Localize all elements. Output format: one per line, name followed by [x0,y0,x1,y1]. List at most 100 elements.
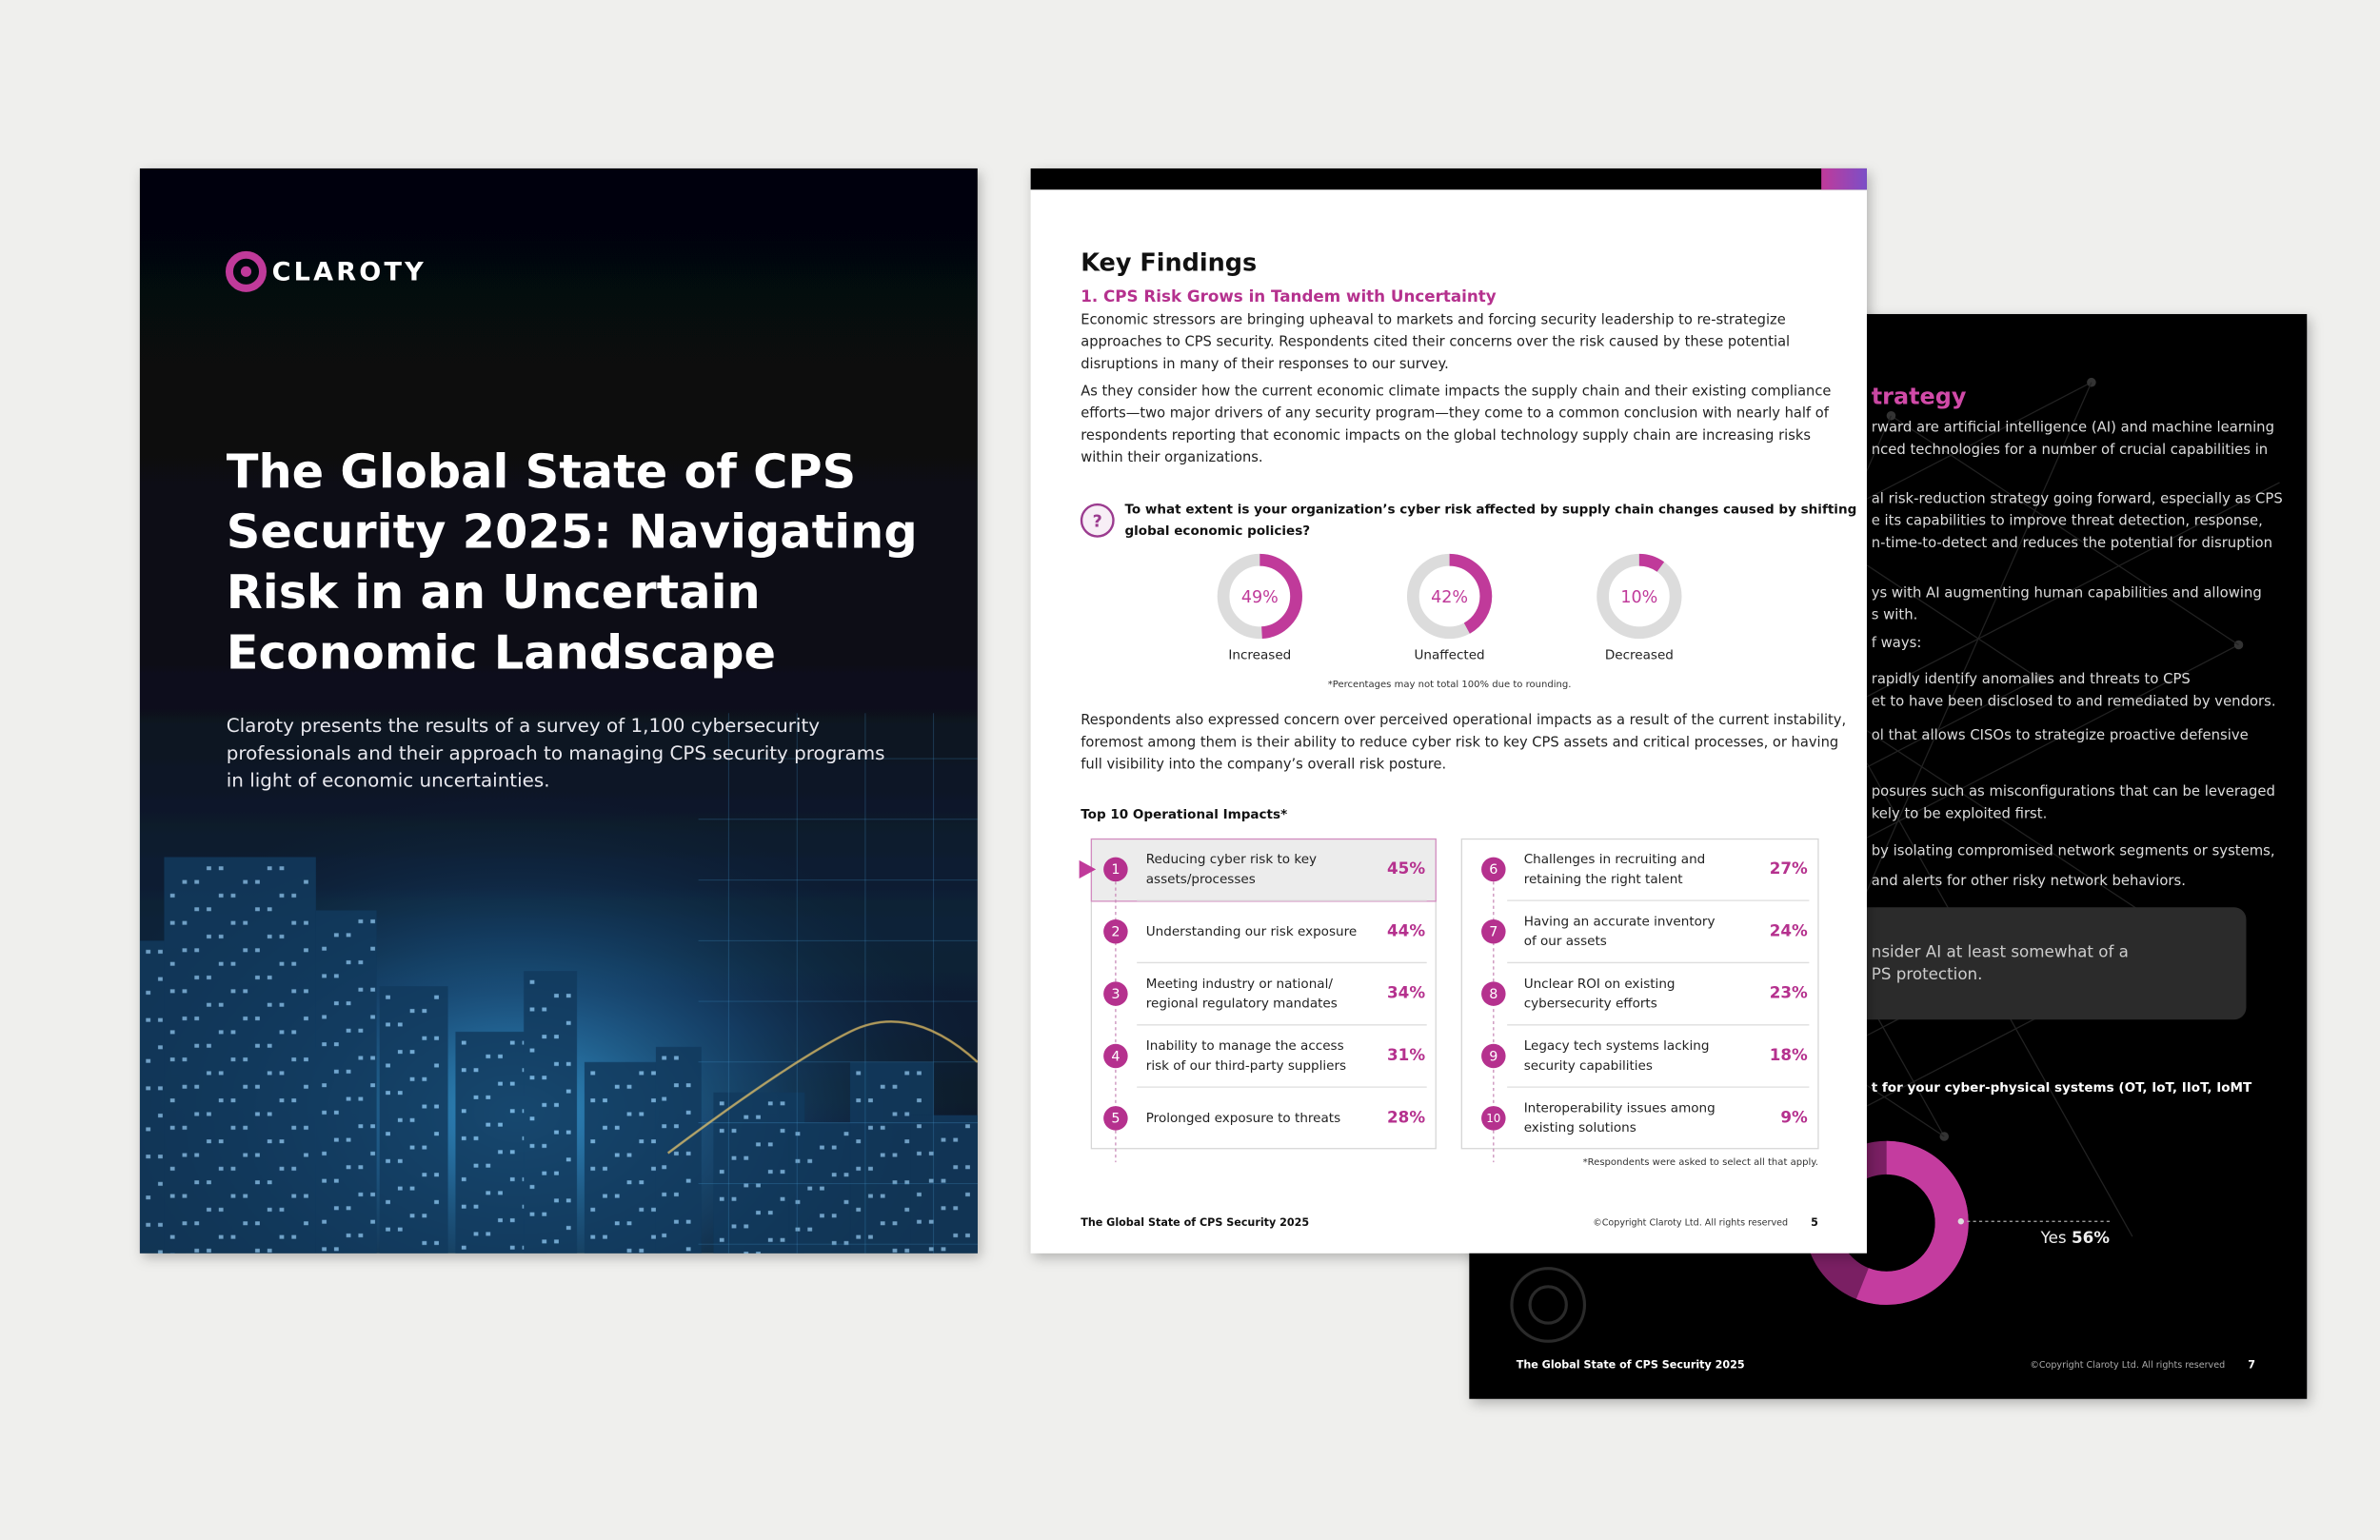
window-light [397,1186,403,1191]
impact-label: Reducing cyber risk to key [1146,852,1317,867]
window-light [291,1057,297,1062]
window-light [169,920,175,925]
window-light [194,1180,200,1185]
back-paragraph-line: ys with AI augmenting human capabilities… [1872,584,2262,601]
back-paragraph-line: and alerts for other risky network behav… [1872,873,2186,889]
window-light [422,1214,427,1218]
window-light [904,1207,910,1212]
window-light [674,1124,679,1129]
window-light [941,1206,946,1211]
window-light [409,1050,415,1055]
back-paragraph-line: rapidly identify anomalies and threats t… [1872,671,2191,687]
window-light [868,1098,873,1103]
impact-label: existing solutions [1524,1120,1636,1135]
window-light [146,1086,151,1091]
window-light [194,948,200,953]
window-light [780,1170,785,1175]
window-light [461,1204,466,1209]
window-light [304,879,308,884]
window-light [674,1219,679,1224]
window-light [304,1125,308,1130]
window-light [807,1186,813,1191]
window-light [304,1017,308,1021]
window-light [358,1165,364,1170]
window-light [917,1071,922,1076]
window-light [158,1086,163,1091]
window-light [509,1245,515,1250]
window-light [509,1109,515,1114]
window-light [434,1199,439,1204]
window-light [169,1057,175,1062]
deco-ring [1510,1267,1587,1343]
window-light [856,1071,862,1076]
window-light [158,1155,163,1159]
window-light [255,1112,260,1116]
window-light [230,893,236,898]
window-light [207,1112,211,1116]
window-light [662,1233,667,1237]
window-light [304,1194,308,1198]
window-light [304,920,308,925]
window-light [169,1030,175,1035]
window-light [267,1139,272,1144]
window-light [182,948,188,953]
window-light [434,1173,439,1177]
window-light [651,1234,656,1239]
question-icon-mark: ? [1093,512,1102,531]
window-light [434,1036,439,1040]
window-light [928,1219,934,1224]
window-light [731,1224,737,1229]
heading: Key Findings [1081,248,1257,277]
window-light [941,1247,946,1252]
building [655,1046,702,1254]
impact-label: Unclear ROI on existing [1524,977,1676,992]
window-light [279,1002,285,1007]
impact-value: 45% [1387,859,1425,878]
window-light [880,1125,885,1130]
window-light [965,1192,970,1196]
window-light [856,1207,862,1212]
deco-ring [1528,1285,1568,1325]
window-light [158,949,163,954]
window-light [928,1151,934,1155]
window-light [322,1219,327,1224]
window-light [554,1130,559,1135]
window-light [230,1125,236,1130]
window-light [291,1125,297,1130]
window-light [158,1250,163,1254]
window-light [182,1017,188,1021]
window-light [880,1194,885,1198]
window-light [333,1137,339,1142]
window-light [146,1058,151,1063]
window-light [386,1132,390,1136]
window-light [182,1125,188,1130]
building [315,910,377,1254]
window-light [279,1071,285,1076]
window-light [218,1030,224,1035]
window-light [267,1248,272,1253]
window-light [904,1071,910,1076]
window-light [158,977,163,981]
rank-circle [1103,1043,1128,1069]
window-light [767,1170,773,1175]
window-light [409,1009,415,1014]
impact-label: Having an accurate inventory [1524,914,1716,929]
window-light [409,1214,415,1218]
window-light [542,1171,547,1175]
window-light [255,879,260,884]
window-light [498,1150,503,1155]
window-light [486,1122,491,1127]
window-light [255,1017,260,1021]
window-light [603,1234,607,1239]
window-light [590,1071,596,1076]
question-icon [1080,503,1115,538]
back-paragraph-line: n-time-to-detect and reduces the potenti… [1872,535,2272,551]
window-light [182,1153,188,1157]
window-light [304,1221,308,1226]
window-light [685,1110,691,1115]
highlight-row [1090,838,1437,902]
window-light [158,1045,163,1050]
window-light [346,1069,351,1074]
window-light [498,1122,503,1127]
window-light [767,1211,773,1215]
